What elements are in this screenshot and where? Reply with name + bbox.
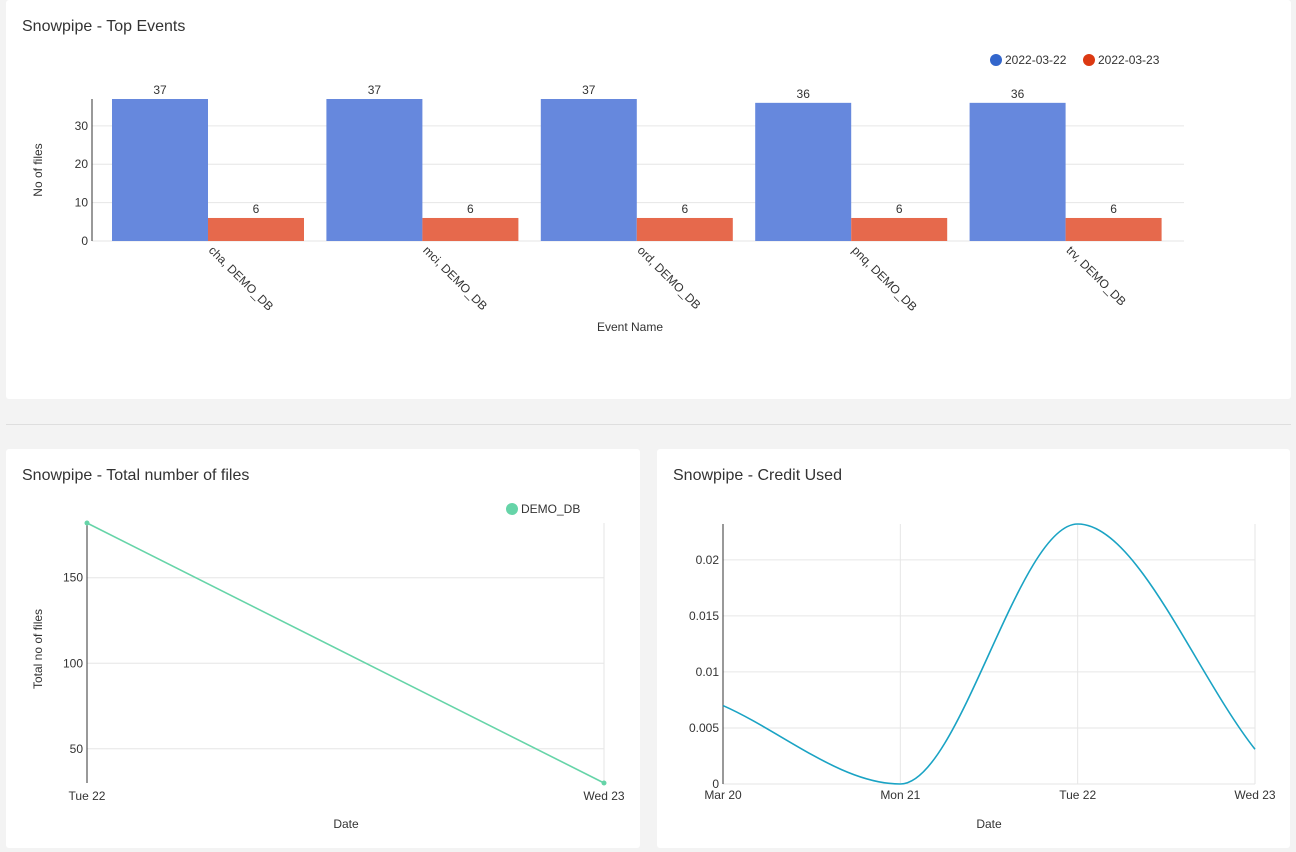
bar (422, 217, 519, 241)
bar-data-label: 37 (368, 83, 382, 97)
bar (636, 217, 733, 241)
total-files-card: Snowpipe - Total number of files 50 100 15… (6, 449, 640, 848)
y-tick-label: 20 (75, 157, 89, 171)
y-tick-label: 10 (75, 196, 89, 210)
legend-label: 2022-03-23 (1098, 53, 1160, 67)
x-tick-label: mci, DEMO_DB (420, 243, 490, 313)
bar-data-label: 6 (1110, 202, 1117, 216)
y-tick-label: 0.01 (696, 665, 720, 679)
x-axis-label: Date (976, 817, 1002, 831)
series-line (86, 522, 605, 784)
x-tick-label: Wed 23 (583, 789, 624, 803)
bar (208, 217, 304, 241)
bar (540, 99, 637, 241)
section-divider (6, 424, 1291, 425)
legend-marker (1083, 54, 1095, 66)
bar-data-label: 37 (582, 83, 596, 97)
bar-data-label: 36 (1011, 87, 1025, 101)
bar-data-label: 6 (896, 202, 903, 216)
y-tick-label: 100 (63, 656, 83, 670)
x-tick-label: Mon 21 (880, 788, 920, 802)
y-tick-label: 0 (81, 234, 88, 248)
credit-used-title: Snowpipe - Credit Used (673, 467, 842, 484)
bar-data-label: 36 (797, 87, 811, 101)
x-axis-label: Date (333, 817, 359, 831)
top-events-card: Snowpipe - Top Events 0 10 20 30 No of files… (6, 0, 1291, 399)
bar (969, 102, 1066, 242)
total-files-chart: 50 100 150 Tue 22 Wed 23 Total no of files Dat… (31, 502, 625, 831)
x-tick-label: ord, DEMO_DB (635, 243, 704, 312)
bar (851, 217, 948, 241)
x-tick-label: Tue 22 (1059, 788, 1096, 802)
y-tick-label: 0.015 (689, 609, 719, 623)
y-tick-label: 30 (75, 119, 89, 133)
y-axis-label: Total no of files (31, 609, 45, 689)
top-events-chart: 0 10 20 30 No of files 37 6 cha, DEMO_DB 37 6 mci,… (31, 53, 1184, 334)
bar-data-label: 6 (681, 202, 688, 216)
bar (755, 102, 852, 242)
credit-used-chart: 0 0.005 0.01 0.015 0.02 Mar 20 Mon 21 Tue 22 Wed… (689, 523, 1276, 831)
credit-used-card: Snowpipe - Credit Used 0 0.005 0.01 0.015 0.… (657, 449, 1290, 848)
y-tick-label: 0.005 (689, 721, 719, 735)
x-tick-label: Wed 23 (1234, 788, 1275, 802)
legend-label: 2022-03-22 (1005, 53, 1067, 67)
x-tick-label: pnq, DEMO_DB (849, 243, 920, 314)
bar (112, 99, 208, 241)
y-tick-label: 0 (712, 777, 719, 791)
x-tick-label: Tue 22 (69, 789, 106, 803)
bar (1065, 217, 1162, 241)
bar-data-label: 37 (153, 83, 167, 97)
bar-data-label: 6 (467, 202, 474, 216)
y-tick-label: 150 (63, 571, 83, 585)
legend-marker (506, 503, 518, 515)
legend-label: DEMO_DB (521, 502, 580, 516)
x-tick-label: cha, DEMO_DB (206, 243, 276, 313)
x-axis-label: Event Name (597, 320, 663, 334)
series-line (722, 523, 1256, 785)
y-axis-label: No of files (31, 143, 45, 196)
top-events-title: Snowpipe - Top Events (22, 18, 186, 35)
y-tick-label: 50 (70, 742, 84, 756)
legend-marker (990, 54, 1002, 66)
total-files-title: Snowpipe - Total number of files (22, 467, 250, 484)
x-tick-label: Mar 20 (704, 788, 742, 802)
data-point (601, 780, 607, 786)
data-point (84, 520, 90, 526)
y-tick-label: 0.02 (696, 553, 720, 567)
x-tick-label: trv, DEMO_DB (1063, 243, 1128, 308)
bar-data-label: 6 (253, 202, 260, 216)
bar (326, 99, 423, 241)
